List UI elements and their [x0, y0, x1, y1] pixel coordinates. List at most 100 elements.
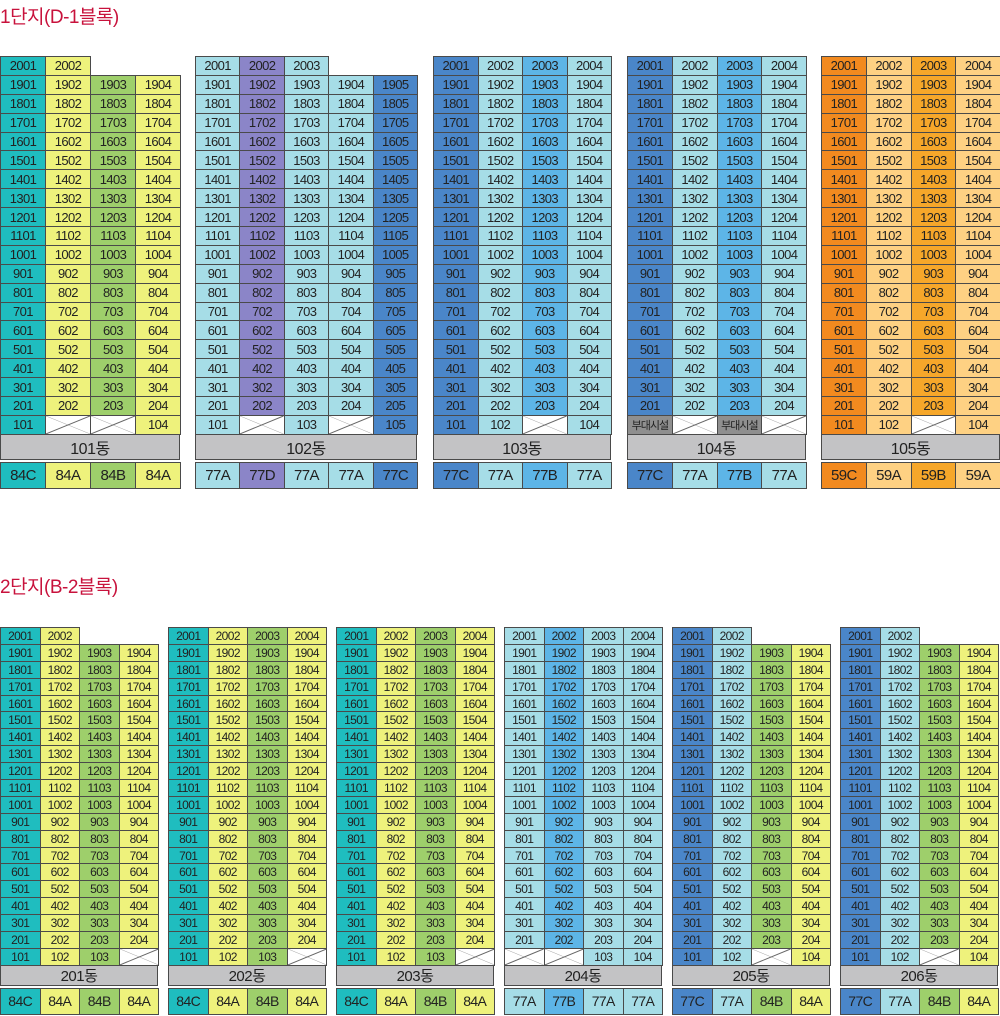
unit-cell[interactable]: 1103 — [910, 226, 957, 246]
unit-cell[interactable]: 1701 — [168, 677, 209, 696]
unit-cell[interactable]: 1901 — [0, 74, 46, 95]
unit-cell[interactable]: 1402 — [865, 169, 912, 190]
unit-cell[interactable]: 2002 — [39, 627, 80, 645]
unit-cell[interactable]: 1704 — [135, 112, 181, 133]
unit-cell[interactable]: 1001 — [168, 795, 209, 814]
unit-cell[interactable]: 901 — [627, 263, 673, 284]
unit-cell[interactable]: 101 — [433, 414, 479, 435]
unit-cell[interactable]: 1904 — [622, 643, 663, 662]
unit-cell[interactable]: 404 — [135, 358, 181, 379]
unit-cell[interactable]: 1601 — [336, 694, 377, 713]
unit-cell[interactable]: 1701 — [840, 677, 881, 696]
unit-cell[interactable]: 1301 — [627, 188, 673, 209]
unit-cell[interactable]: 103 — [283, 414, 330, 435]
unit-cell[interactable]: 501 — [195, 339, 241, 360]
unit-cell[interactable]: 1301 — [840, 745, 881, 764]
unit-cell[interactable]: 1704 — [958, 677, 999, 696]
unit-cell[interactable]: 1501 — [672, 711, 713, 730]
unit-cell[interactable]: 2002 — [477, 56, 523, 76]
unit-cell[interactable]: 204 — [328, 396, 374, 416]
unit-cell[interactable]: 702 — [543, 846, 584, 865]
unit-cell[interactable]: 1501 — [336, 711, 377, 730]
unit-cell[interactable]: 1204 — [286, 762, 327, 781]
unit-cell[interactable]: 1003 — [415, 795, 456, 814]
unit-cell[interactable]: 1901 — [672, 643, 713, 662]
unit-cell[interactable]: 1602 — [711, 694, 752, 713]
unit-cell[interactable]: 1104 — [328, 226, 374, 246]
unit-cell[interactable]: 1802 — [477, 93, 523, 114]
unit-cell[interactable]: 1204 — [761, 207, 807, 228]
unit-cell[interactable]: 1803 — [716, 93, 763, 114]
unit-cell[interactable]: 803 — [283, 282, 330, 303]
unit-cell[interactable]: 1902 — [671, 74, 718, 95]
unit-cell[interactable]: 804 — [958, 829, 999, 848]
unit-cell[interactable]: 105 — [372, 414, 418, 435]
unit-cell[interactable]: 502 — [375, 880, 416, 899]
unit-cell[interactable]: 1801 — [0, 93, 46, 114]
unit-cell[interactable]: 1204 — [955, 207, 1000, 228]
unit-cell[interactable]: 1203 — [716, 207, 763, 228]
unit-cell[interactable]: 1704 — [328, 112, 374, 133]
unit-cell[interactable]: 602 — [879, 863, 920, 882]
unit-cell[interactable]: 1701 — [195, 112, 241, 133]
unit-cell[interactable]: 1103 — [522, 226, 568, 246]
unit-cell[interactable]: 303 — [415, 914, 456, 933]
unit-cell[interactable]: 1201 — [168, 762, 209, 781]
unit-cell[interactable]: 401 — [336, 897, 377, 916]
unit-cell[interactable]: 102 — [865, 414, 912, 435]
unit-cell[interactable]: 1004 — [958, 795, 999, 814]
unit-cell[interactable]: 1604 — [955, 131, 1000, 152]
unit-cell[interactable]: 801 — [0, 282, 46, 303]
unit-cell[interactable]: 602 — [671, 320, 718, 341]
unit-cell[interactable]: 401 — [672, 897, 713, 916]
unit-cell[interactable]: 304 — [622, 914, 663, 933]
unit-cell[interactable]: 2002 — [45, 56, 91, 76]
unit-cell[interactable]: 1601 — [627, 131, 673, 152]
unit-cell[interactable]: 704 — [328, 301, 374, 322]
unit-cell[interactable]: 204 — [790, 931, 831, 949]
unit-cell[interactable]: 1605 — [372, 131, 418, 152]
unit-cell[interactable]: 701 — [504, 846, 545, 865]
unit-cell[interactable]: 703 — [79, 846, 120, 865]
unit-cell[interactable]: 703 — [283, 301, 330, 322]
unit-cell[interactable]: 1703 — [716, 112, 763, 133]
unit-cell[interactable]: 1401 — [0, 728, 41, 747]
unit-cell[interactable]: 2001 — [433, 56, 479, 76]
unit-cell[interactable]: 601 — [672, 863, 713, 882]
unit-cell[interactable]: 805 — [372, 282, 418, 303]
unit-cell[interactable]: 803 — [583, 829, 624, 848]
unit-cell[interactable]: 1404 — [135, 169, 181, 190]
unit-cell[interactable]: 1501 — [627, 150, 673, 171]
unit-cell[interactable]: 703 — [919, 846, 960, 865]
unit-cell[interactable]: 502 — [865, 339, 912, 360]
unit-cell[interactable]: 404 — [328, 358, 374, 379]
unit-cell[interactable]: 1601 — [840, 694, 881, 713]
unit-cell[interactable]: 102 — [477, 414, 523, 435]
unit-cell[interactable]: 803 — [90, 282, 136, 303]
unit-cell[interactable]: 1901 — [336, 643, 377, 662]
unit-cell[interactable]: 1101 — [672, 779, 713, 797]
unit-cell[interactable]: 1503 — [716, 150, 763, 171]
unit-cell[interactable]: 1501 — [168, 711, 209, 730]
unit-cell[interactable]: 1503 — [90, 150, 136, 171]
unit-cell[interactable]: 101 — [840, 947, 881, 966]
unit-cell[interactable]: 2002 — [711, 627, 752, 645]
unit-cell[interactable]: 1404 — [286, 728, 327, 747]
unit-cell[interactable]: 802 — [711, 829, 752, 848]
unit-cell[interactable]: 1203 — [247, 762, 288, 781]
unit-cell[interactable]: 1904 — [566, 74, 612, 95]
unit-cell[interactable]: 1501 — [504, 711, 545, 730]
unit-cell[interactable]: 1502 — [543, 711, 584, 730]
unit-cell[interactable]: 1001 — [504, 795, 545, 814]
unit-cell[interactable]: 402 — [239, 358, 285, 379]
unit-cell[interactable]: 1403 — [415, 728, 456, 747]
unit-cell[interactable]: 104 — [790, 947, 831, 966]
unit-cell[interactable]: 703 — [716, 301, 763, 322]
unit-cell[interactable]: 1002 — [543, 795, 584, 814]
unit-cell[interactable]: 202 — [711, 931, 752, 949]
unit-cell[interactable]: 1602 — [879, 694, 920, 713]
unit-cell[interactable]: 403 — [919, 897, 960, 916]
unit-cell[interactable]: 1803 — [283, 93, 330, 114]
unit-cell[interactable]: 1702 — [39, 677, 80, 696]
unit-cell[interactable]: 1003 — [283, 244, 330, 265]
